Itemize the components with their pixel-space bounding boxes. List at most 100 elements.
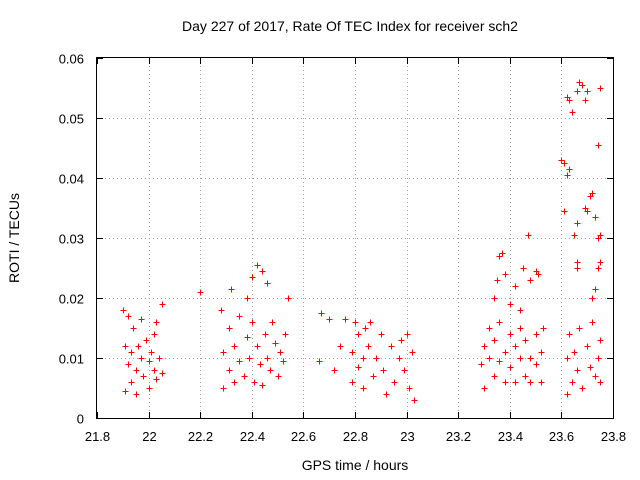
data-point <box>398 337 405 344</box>
y-tick-label: 0.01 <box>59 352 84 367</box>
data-point <box>502 349 509 356</box>
data-point <box>576 79 583 86</box>
data-point <box>502 271 509 278</box>
data-point <box>128 379 135 386</box>
y-tick-label: 0.03 <box>59 232 84 247</box>
x-tick-label: 22.8 <box>343 429 368 444</box>
data-point <box>120 307 127 314</box>
data-point <box>236 358 243 365</box>
data-point <box>597 337 604 344</box>
data-point <box>584 208 591 215</box>
data-point <box>507 364 514 371</box>
data-point <box>318 310 325 317</box>
data-point <box>254 343 261 350</box>
data-point <box>592 373 599 380</box>
data-point <box>378 331 385 338</box>
data-point <box>592 286 599 293</box>
data-point <box>525 232 532 239</box>
y-tick-label: 0.02 <box>59 292 84 307</box>
data-point <box>159 301 166 308</box>
data-point <box>597 232 604 239</box>
data-point <box>564 391 571 398</box>
data-point <box>272 340 279 347</box>
data-point <box>349 379 356 386</box>
x-tick-label: 23.8 <box>601 429 626 444</box>
data-point <box>257 361 264 368</box>
data-point <box>574 265 581 272</box>
data-point <box>597 85 604 92</box>
data-point <box>574 367 581 374</box>
data-point <box>259 382 266 389</box>
data-point <box>533 361 540 368</box>
data-point <box>491 295 498 302</box>
data-point <box>146 358 153 365</box>
y-tick-label: 0.05 <box>59 112 84 127</box>
y-axis-label: ROTI / TECUs <box>6 193 22 283</box>
data-point <box>153 376 160 383</box>
x-tick-label: 23.2 <box>446 429 471 444</box>
data-point <box>352 319 359 326</box>
data-point <box>517 307 524 314</box>
y-tick-label: 0 <box>77 412 84 427</box>
data-point <box>122 343 129 350</box>
data-point <box>496 253 503 260</box>
data-point <box>370 373 377 380</box>
data-point <box>566 331 573 338</box>
data-point <box>595 142 602 149</box>
data-point <box>564 355 571 362</box>
data-point <box>337 343 344 350</box>
data-point <box>584 88 591 95</box>
data-point <box>486 355 493 362</box>
data-point <box>285 295 292 302</box>
data-point <box>491 373 498 380</box>
data-point <box>331 367 338 374</box>
data-point <box>597 259 604 266</box>
data-point <box>130 325 137 332</box>
data-point <box>566 97 573 104</box>
data-point <box>262 331 269 338</box>
data-point <box>561 208 568 215</box>
x-tick-label: 23.4 <box>498 429 523 444</box>
data-point <box>355 331 362 338</box>
data-point <box>360 355 367 362</box>
data-point <box>486 325 493 332</box>
data-point <box>481 385 488 392</box>
data-point <box>249 319 256 326</box>
data-point <box>527 379 534 386</box>
data-point <box>478 361 485 368</box>
data-point <box>349 349 356 356</box>
data-point <box>282 331 289 338</box>
data-point <box>558 157 565 164</box>
data-point <box>326 316 333 323</box>
data-point <box>494 277 501 284</box>
data-point <box>128 349 135 356</box>
data-point <box>409 349 416 356</box>
data-point <box>576 325 583 332</box>
data-point <box>595 265 602 272</box>
data-point <box>269 319 276 326</box>
data-point <box>574 220 581 227</box>
data-point <box>373 355 380 362</box>
data-point <box>138 355 145 362</box>
data-point <box>135 343 142 350</box>
plot-frame <box>96 57 614 419</box>
data-point <box>264 280 271 287</box>
data-point <box>226 367 233 374</box>
data-point <box>151 331 158 338</box>
x-tick-label: 22.2 <box>188 429 213 444</box>
data-point <box>125 361 132 368</box>
data-point <box>148 349 155 356</box>
data-point <box>406 385 413 392</box>
data-point <box>496 319 503 326</box>
data-point <box>535 271 542 278</box>
data-point <box>153 319 160 326</box>
data-point <box>380 367 387 374</box>
data-point <box>574 88 581 95</box>
data-point <box>571 349 578 356</box>
data-point <box>146 385 153 392</box>
data-point <box>159 370 166 377</box>
data-point <box>579 385 586 392</box>
data-point <box>522 373 529 380</box>
data-point <box>579 82 586 89</box>
x-tick-label: 22.6 <box>291 429 316 444</box>
